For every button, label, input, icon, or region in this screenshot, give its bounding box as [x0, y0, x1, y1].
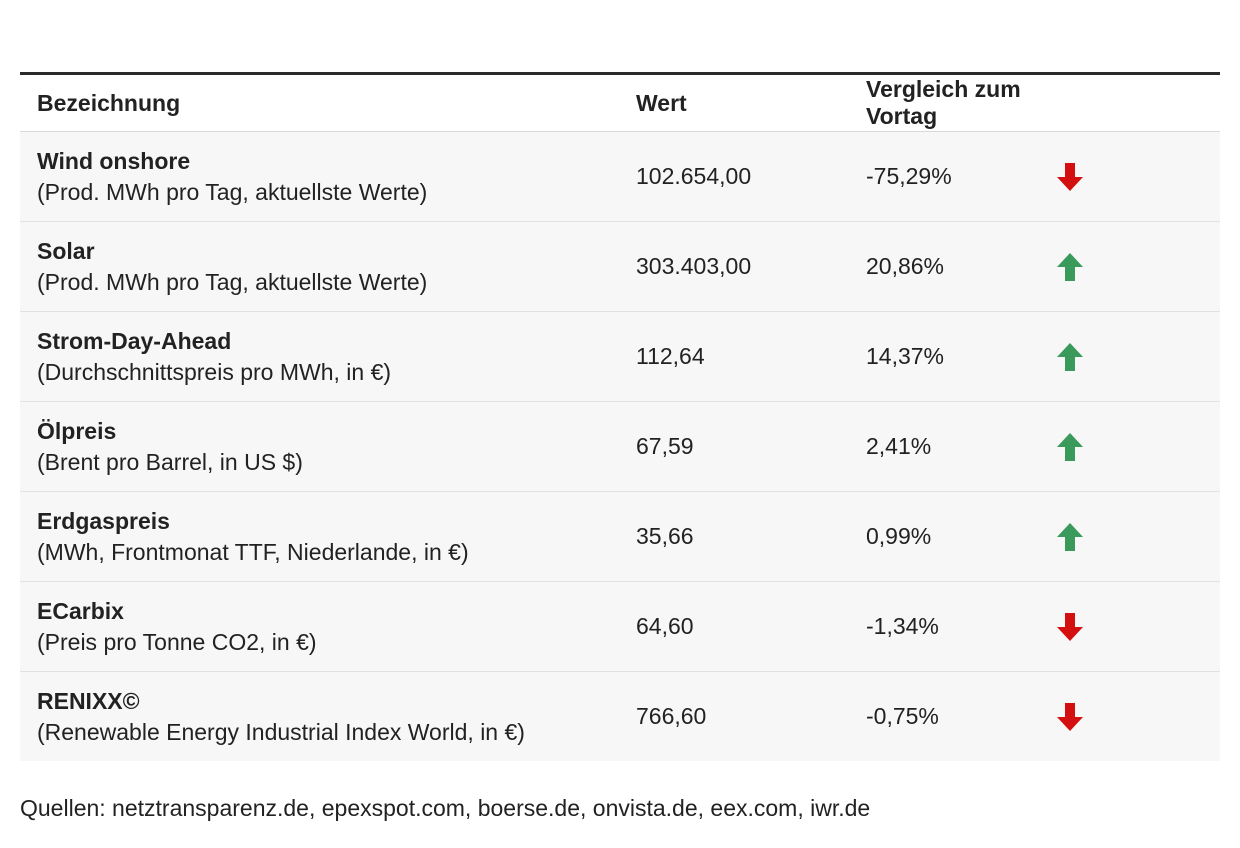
top-rule [20, 72, 1220, 75]
row-name-cell: Erdgaspreis (MWh, Frontmonat TTF, Nieder… [20, 506, 636, 568]
row-change: -1,34% [866, 613, 939, 639]
row-value: 112,64 [636, 343, 705, 369]
row-change: 2,41% [866, 433, 932, 459]
table-row: Strom-Day-Ahead (Durchschnittspreis pro … [20, 312, 1220, 402]
row-value: 102.654,00 [636, 163, 752, 189]
table-row: Erdgaspreis (MWh, Frontmonat TTF, Nieder… [20, 492, 1220, 582]
table-header: Bezeichnung Wert Vergleich zum Vortag [20, 75, 1220, 132]
arrow-up-icon [1056, 252, 1116, 282]
table-row: Wind onshore (Prod. MWh pro Tag, aktuell… [20, 132, 1220, 222]
row-name-cell: Solar (Prod. MWh pro Tag, aktuellste Wer… [20, 236, 636, 298]
row-change: 0,99% [866, 523, 932, 549]
row-value: 303.403,00 [636, 253, 752, 279]
row-description: (Durchschnittspreis pro MWh, in €) [37, 358, 392, 385]
row-change: -0,75% [866, 703, 939, 729]
row-description: (Prod. MWh pro Tag, aktuellste Werte) [37, 268, 428, 295]
row-name: RENIXX© [37, 687, 140, 714]
row-value: 64,60 [636, 613, 694, 639]
row-name-cell: RENIXX© (Renewable Energy Industrial Ind… [20, 686, 636, 748]
arrow-down-icon [1056, 612, 1116, 642]
header-change: Vergleich zum Vortag [866, 76, 1021, 129]
row-name-cell: Strom-Day-Ahead (Durchschnittspreis pro … [20, 326, 636, 388]
row-change: 20,86% [866, 253, 945, 279]
row-change: 14,37% [866, 343, 945, 369]
table-body: Wind onshore (Prod. MWh pro Tag, aktuell… [20, 132, 1220, 761]
row-name-cell: ECarbix (Preis pro Tonne CO2, in €) [20, 596, 636, 658]
row-description: (Preis pro Tonne CO2, in €) [37, 628, 317, 655]
row-name-cell: Ölpreis (Brent pro Barrel, in US $) [20, 416, 636, 478]
arrow-down-icon [1056, 702, 1116, 732]
table-row: Ölpreis (Brent pro Barrel, in US $) 67,5… [20, 402, 1220, 492]
row-name: Ölpreis [37, 417, 117, 444]
row-name-cell: Wind onshore (Prod. MWh pro Tag, aktuell… [20, 146, 636, 208]
header-value: Wert [636, 89, 687, 116]
row-name: Erdgaspreis [37, 507, 170, 534]
row-name: Strom-Day-Ahead [37, 327, 232, 354]
row-value: 35,66 [636, 523, 694, 549]
row-name: ECarbix [37, 597, 124, 624]
table-row: ECarbix (Preis pro Tonne CO2, in €) 64,6… [20, 582, 1220, 672]
row-value: 67,59 [636, 433, 694, 459]
source-note: Quellen: netztransparenz.de, epexspot.co… [20, 795, 871, 821]
row-description: (MWh, Frontmonat TTF, Niederlande, in €) [37, 538, 469, 565]
arrow-up-icon [1056, 432, 1116, 462]
row-value: 766,60 [636, 703, 707, 729]
arrow-up-icon [1056, 522, 1116, 552]
arrow-down-icon [1056, 162, 1116, 192]
arrow-up-icon [1056, 342, 1116, 372]
row-change: -75,29% [866, 163, 952, 189]
table-row: RENIXX© (Renewable Energy Industrial Ind… [20, 672, 1220, 761]
row-description: (Brent pro Barrel, in US $) [37, 448, 303, 475]
header-name: Bezeichnung [37, 89, 181, 116]
row-description: (Renewable Energy Industrial Index World… [37, 718, 525, 745]
row-description: (Prod. MWh pro Tag, aktuellste Werte) [37, 178, 428, 205]
table-row: Solar (Prod. MWh pro Tag, aktuellste Wer… [20, 222, 1220, 312]
row-name: Solar [37, 237, 95, 264]
energy-data-table: Bezeichnung Wert Vergleich zum Vortag Wi… [20, 72, 1220, 761]
row-name: Wind onshore [37, 147, 191, 174]
